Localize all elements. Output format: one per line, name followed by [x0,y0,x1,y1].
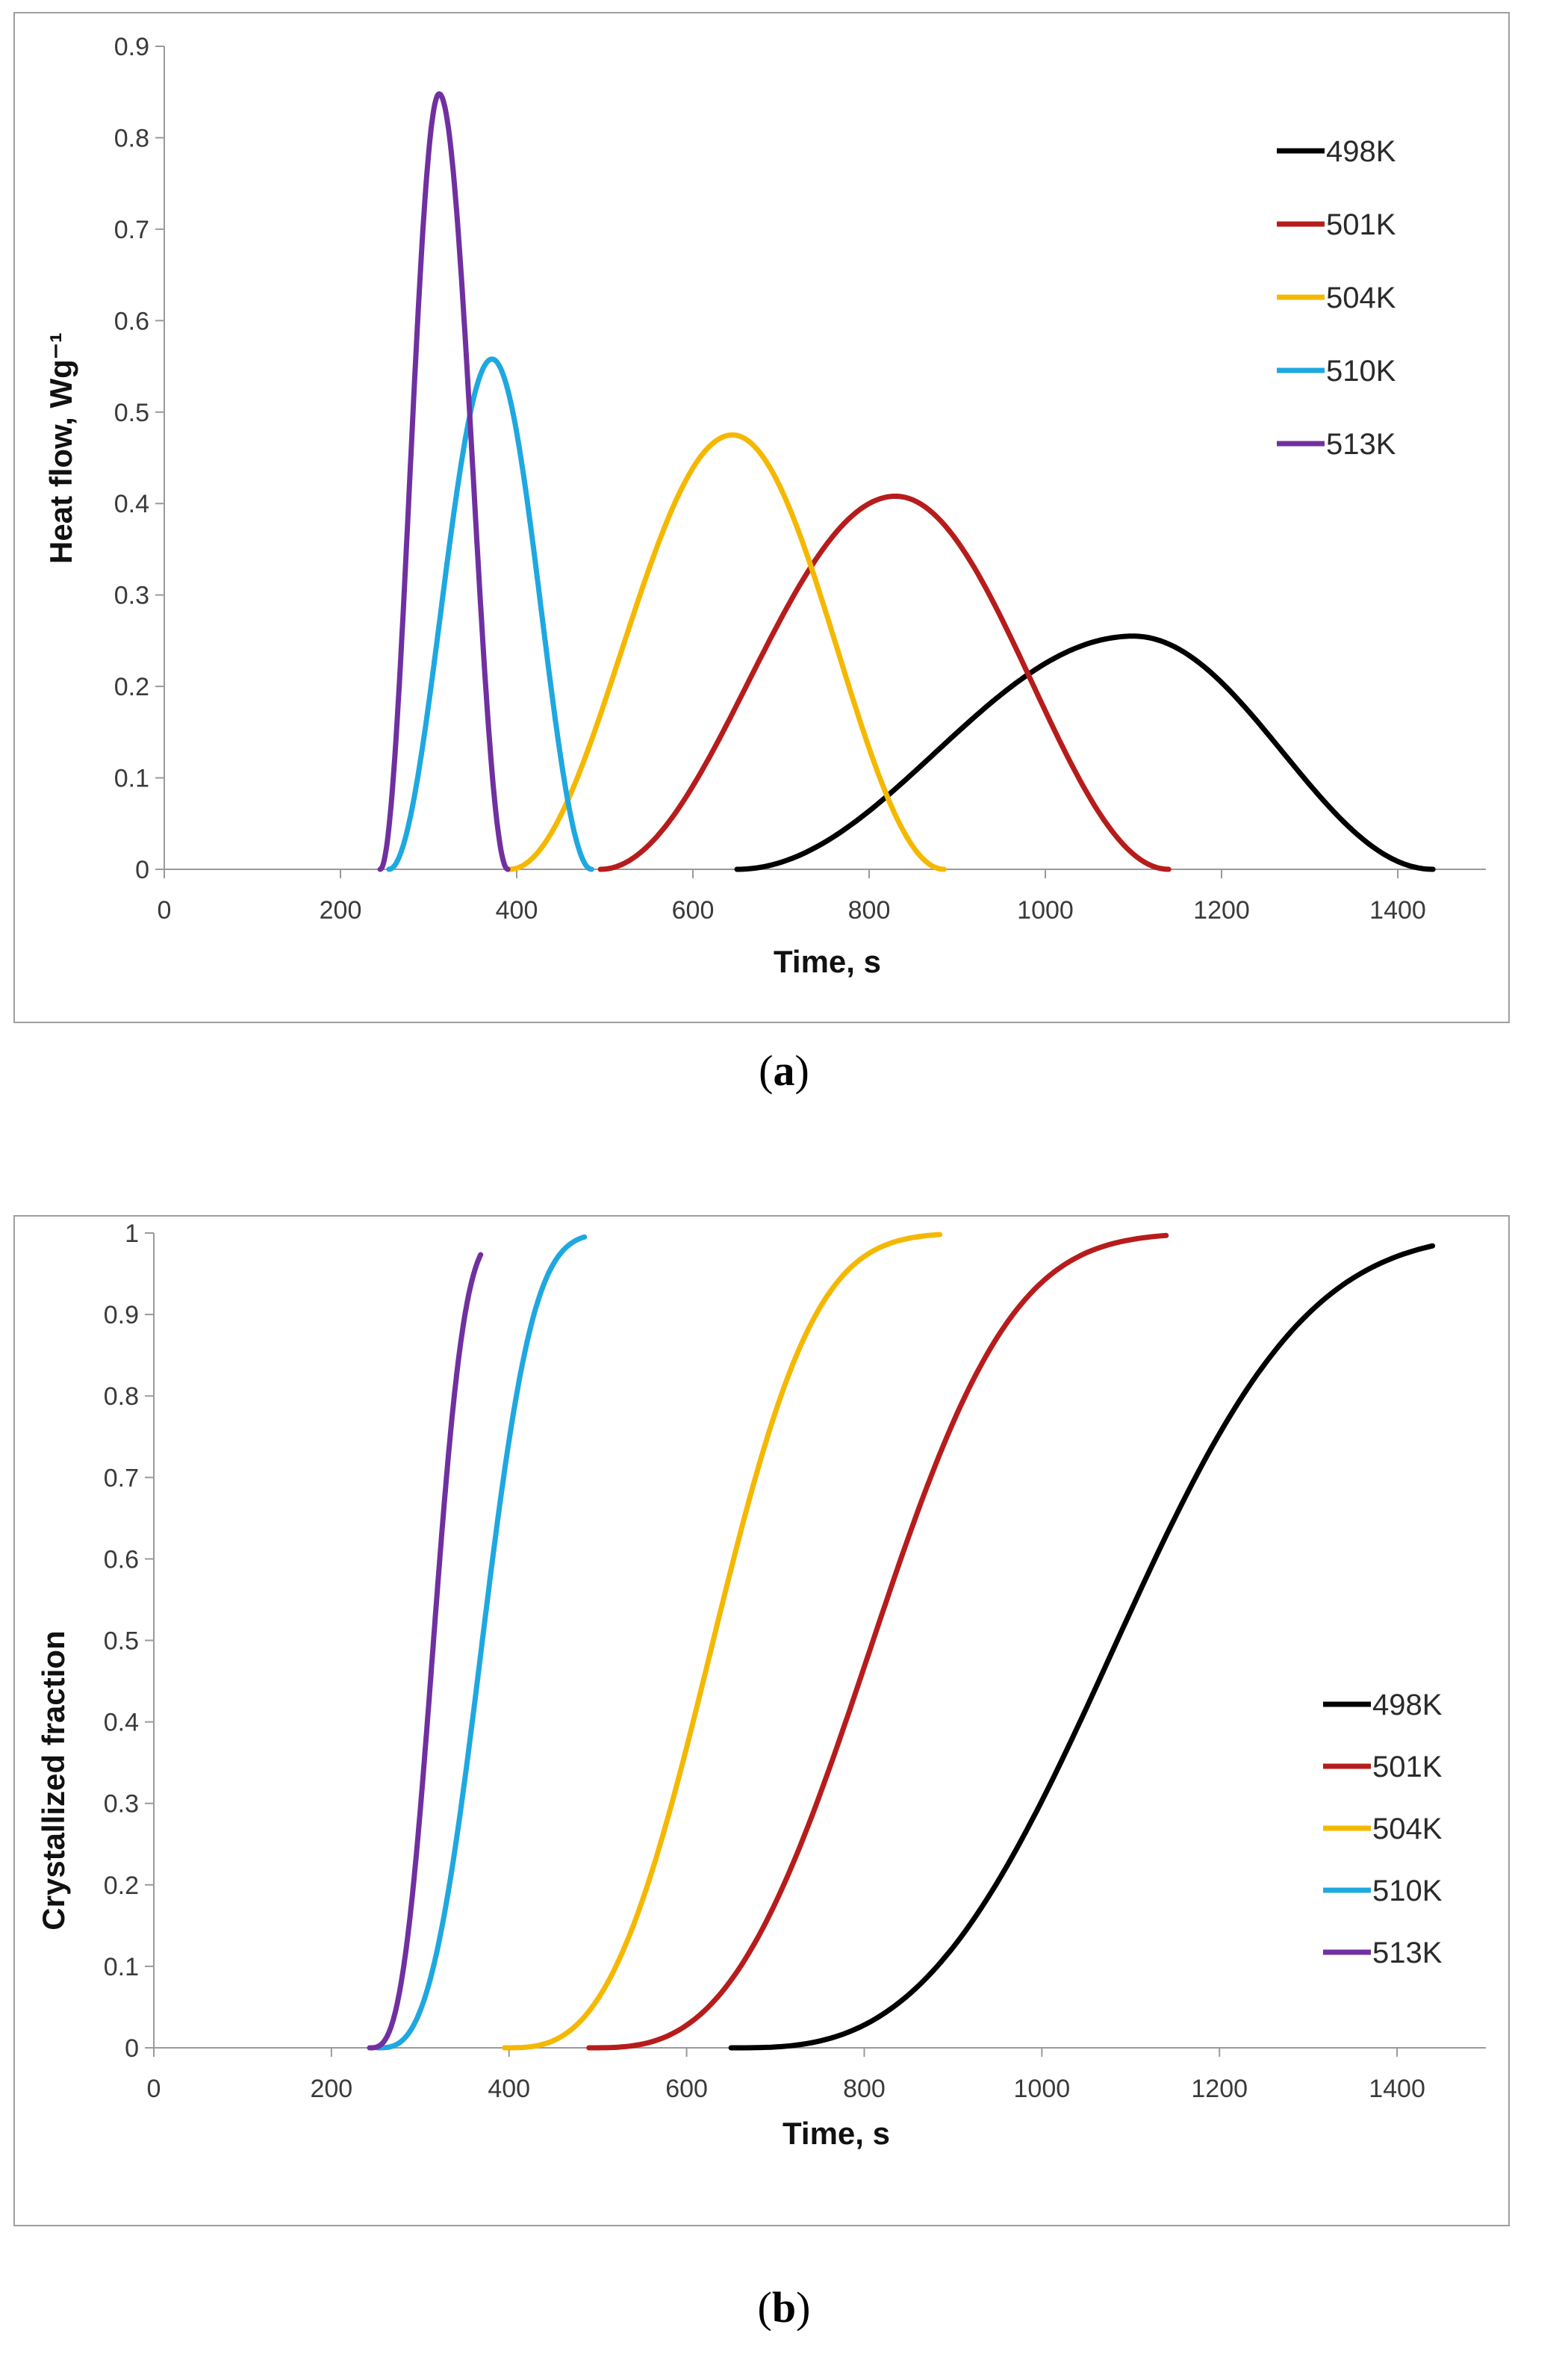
legend-label-501k: 501K [1372,1751,1443,1783]
x-tick-label: 800 [843,2075,886,2103]
y-tick-label: 0.5 [104,1627,139,1656]
y-tick-label: 0.8 [114,124,149,152]
y-tick-label: 0.9 [104,1301,139,1329]
y-tick-label: 0.9 [114,33,149,61]
x-tick-label: 1000 [1017,896,1074,925]
x-tick-label: 400 [488,2075,530,2103]
x-tick-label: 200 [320,896,362,925]
panel-label-a: (a) [0,1046,1568,1096]
y-tick-label: 1 [125,1220,139,1248]
legend-label-510k: 510K [1372,1875,1443,1907]
x-tick-label: 0 [147,2075,161,2103]
y-tick-label: 0.7 [114,216,149,244]
y-tick-label: 0.3 [114,582,149,610]
series-line-504k [507,432,947,872]
heat-flow-chart: 0 0.1 0.2 0.3 0.4 0.5 0.6 0.7 0.8 0.9 0 200 400 600 80… [13,12,1510,1023]
x-tick-label: 400 [496,896,538,925]
panel-label-a-close: ) [794,1046,809,1095]
y-tick-label: 0 [135,856,149,884]
series-line-501k [586,1232,1169,2051]
y-tick-label: 0.6 [104,1545,139,1574]
legend-label-513k: 513K [1372,1937,1443,1969]
x-tick-label: 600 [665,2075,708,2103]
y-tick-label: 0.4 [104,1709,139,1737]
legend-label-504k: 504K [1326,282,1396,314]
y-tick-label: 0.7 [104,1464,139,1492]
y-tick-label: 0.3 [104,1790,139,1819]
series-line-501k [597,493,1172,872]
series-line-510k [386,356,594,872]
legend-label-498k: 498K [1372,1689,1443,1721]
x-tick-label: 1000 [1014,2075,1071,2103]
y-tick-label: 0.2 [104,1872,139,1900]
x-tick-label: 200 [310,2075,352,2103]
series-line-510k [375,1234,588,2051]
x-tick-label: 1400 [1369,896,1426,925]
crystallized-fraction-chart: 0 0.1 0.2 0.3 0.4 0.5 0.6 0.7 0.8 0.9 1 0 200 400 600 8… [13,1215,1510,2226]
series-line-504k [502,1232,943,2051]
panel-label-b-open: ( [757,2283,772,2332]
x-tick-label: 1200 [1191,2075,1248,2103]
heat-flow-chart-svg: 0 0.1 0.2 0.3 0.4 0.5 0.6 0.7 0.8 0.9 0 200 400 600 80… [43,33,1486,979]
x-tick-label: 1200 [1193,896,1250,925]
legend-label-510k: 510K [1326,355,1396,388]
legend-label-513k: 513K [1326,428,1396,461]
crystallized-fraction-chart-svg: 0 0.1 0.2 0.3 0.4 0.5 0.6 0.7 0.8 0.9 1 0 200 400 600 8… [36,1220,1486,2151]
series-line-498k [728,1243,1436,2051]
legend-label-498k: 498K [1326,135,1396,168]
panel-label-b: (b) [0,2282,1568,2332]
series-line-513k [367,1252,484,2051]
y-tick-label: 0.4 [114,490,149,518]
x-axis-title: Time, s [783,2116,890,2151]
y-tick-label: 0.5 [114,399,149,427]
y-tick-label: 0 [125,2034,139,2063]
y-tick-label: 0.2 [114,673,149,701]
legend-label-501k: 501K [1326,208,1396,241]
series-line-513k [377,91,511,872]
x-axis-title: Time, s [774,944,881,979]
y-tick-label: 0.8 [104,1382,139,1411]
y-tick-label: 0.1 [104,1953,139,1981]
panel-label-b-letter: b [771,2283,797,2332]
series-line-498k [734,633,1436,872]
y-axis-title: Heat flow, Wg⁻¹ [43,332,78,564]
y-tick-label: 0.1 [114,765,149,793]
panel-label-a-open: ( [759,1046,774,1095]
panel-label-a-letter: a [773,1046,795,1095]
y-tick-label: 0.6 [114,307,149,335]
x-tick-label: 600 [672,896,715,925]
panel-label-b-close: ) [796,2283,811,2332]
y-axis-title: Crystallized fraction [36,1630,71,1930]
legend-label-504k: 504K [1372,1813,1443,1845]
x-tick-label: 0 [158,896,172,925]
x-tick-label: 800 [848,896,891,925]
x-tick-label: 1400 [1369,2075,1425,2103]
